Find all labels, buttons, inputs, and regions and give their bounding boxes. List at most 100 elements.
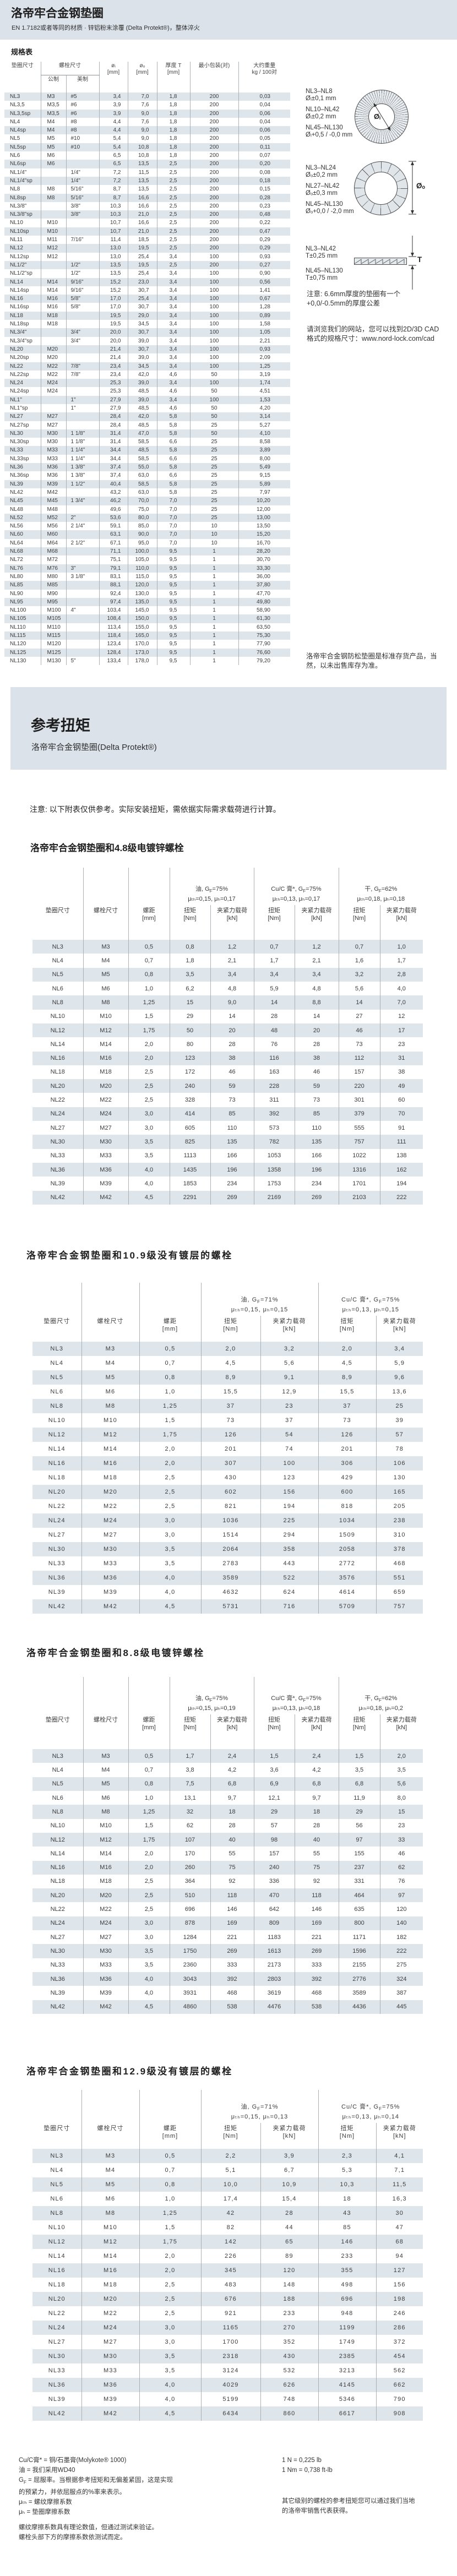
table-cell: 3213 [318,2363,376,2378]
table-cell: 0,93 [238,252,290,261]
tolerance-value: Øᵢ±0,2 mm [306,113,336,120]
header-spacer [32,2090,81,2123]
table-cell: NL14 [10,279,23,285]
table-cell: M130 [40,656,66,666]
table-cell: 200 [189,201,238,211]
table-cell: M10 [81,1413,139,1428]
table-cell: NL4 [52,1766,63,1773]
table-cell: 5,4 [99,134,128,143]
table-cell: 113,4 [99,623,128,631]
table-cell: M3 [83,940,128,954]
table-cell: 3,4 [156,311,190,320]
table-cell: NL12sp [10,253,29,260]
table-cell: 20,0 [99,328,128,337]
table-cell: NL18 [10,312,23,319]
table-cell: M16 [40,303,66,312]
table-row: NL56 M56 2 1/4" 59,1 85,0 7,0 10 13,50 [4,522,290,531]
table-row: NL8 M8 5/16" 8,7 13,5 2,5 200 0,15 [4,185,290,194]
header-spacer [128,868,170,905]
tolerance-range: NL3–NL8 [306,88,333,95]
table-cell [66,387,99,396]
table-cell: #8 [66,117,99,127]
table-row: NL14 M14 2,0 170 55 157 55 155 46 [32,1847,423,1861]
table-cell: 676 [200,2292,260,2306]
table-cell: NL42 [50,1194,65,1201]
group-friction: μₜₕ=0,15, μₕ=0,17 [188,896,236,902]
table-cell: M4 [81,1356,139,1370]
table-cell: 8,8 [294,995,339,1010]
table-cell: 1 1/8" [66,429,99,438]
table-cell: 47,70 [238,589,290,598]
table-cell: M76 [40,564,66,573]
table-cell: 1 3/8" [66,463,99,472]
table-cell: 100 [189,269,238,278]
table-cell: 75 [294,1860,339,1875]
table-cell: 200 [189,244,238,253]
table-cell: 4,4 [99,126,128,135]
table-cell: NL30 [50,1948,65,1955]
table-cell: 46 [294,1065,339,1080]
table-cell: M3,5 [40,101,66,110]
table-cell: M5 [83,1777,128,1791]
table-cell: 5,6 [260,1356,318,1370]
table-cell: 79,20 [238,656,290,666]
table-cell: 13,5 [127,160,157,168]
table-cell: M42 [83,2000,128,2014]
table-cell: 1183 [253,1930,295,1945]
table-cell: 1435 [169,1163,210,1177]
table-cell: NL20 [50,1892,65,1899]
table-cell: NL8 [52,1808,63,1815]
footnote-mu-th: μₜₕ = 螺纹摩擦系数 [19,2499,72,2506]
table-cell: NL10sp [10,228,29,235]
table-row: NL64 M64 2 1/2" 67,1 95,0 7,0 10 16,70 [4,538,290,548]
table-cell: 9,6 [376,1370,423,1385]
table-cell: 2,5 [128,1093,170,1107]
table-cell: 98 [253,1832,295,1847]
col-header-bolt-size: 螺栓尺寸 [81,1316,139,1342]
table-cell: 3,5 [139,2363,201,2378]
table-cell: M39 [40,480,66,488]
table-cell: 1284 [169,1930,210,1945]
table-cell: 748 [260,2392,318,2406]
table-cell: M22 [83,1093,128,1107]
table-cell: NL33 [10,447,23,454]
table-cell: 7,97 [238,488,290,497]
table-cell: 307 [200,1456,260,1471]
table-cell: 0,22 [238,219,290,227]
table-row: NL1/4" 1/4" 7,2 11,5 2,5 200 0,08 [4,168,290,177]
table-cell: 33,30 [238,564,290,573]
table-row: NL10 M10 1,5 73 37 73 39 [32,1413,423,1428]
table-cell: NL16 [48,1460,66,1467]
table-row: NL16 M16 2,0 123 38 116 38 112 31 [32,1051,423,1065]
table-cell: NL48 [10,506,23,513]
table-cell: 3,4 [156,336,190,345]
table-cell: NL20 [48,2296,66,2302]
table-cell [66,614,99,623]
table-cell: 9,5 [156,606,190,615]
tolerance-range: NL10–NL42 [306,106,340,113]
table-row: NL4 M4 #8 4,4 7,6 1,8 200 0,04 [4,117,290,127]
group-title: 油, GF=75% [195,885,228,894]
table-cell: 59 [210,1079,254,1093]
table-row: NL68 M68 71,1 100,0 9,5 1 28,20 [4,547,290,556]
table-cell: 7,0 [156,497,190,505]
table-cell: 0,07 [238,151,290,160]
header-spacer [81,1283,139,1316]
table-cell: 5,8 [156,463,190,472]
table-cell: 133,4 [99,656,128,666]
table-cell: NL5sp [10,144,26,150]
table-cell: 85,0 [127,522,157,531]
table-cell: M18 [40,311,66,320]
table-cell: 138 [379,1148,423,1163]
table-row: NL42 M42 4,5 2291 269 2169 269 2103 222 [32,1190,423,1205]
table-cell: 2,5 [139,2292,201,2306]
table-cell: M56 [40,522,66,531]
table-cell: 10,3 [99,210,128,219]
table-cell: 18,5 [127,236,157,244]
table-cell: 28 [260,2206,318,2220]
table-row: NL3/8" 3/8" 10,3 16,6 2,5 200 0,23 [4,201,290,211]
table-cell: 15 [379,1805,423,1819]
table-cell: 28 [210,1818,254,1833]
table-cell: NL20 [48,1489,66,1495]
table-cell: 0,7 [128,1763,170,1777]
